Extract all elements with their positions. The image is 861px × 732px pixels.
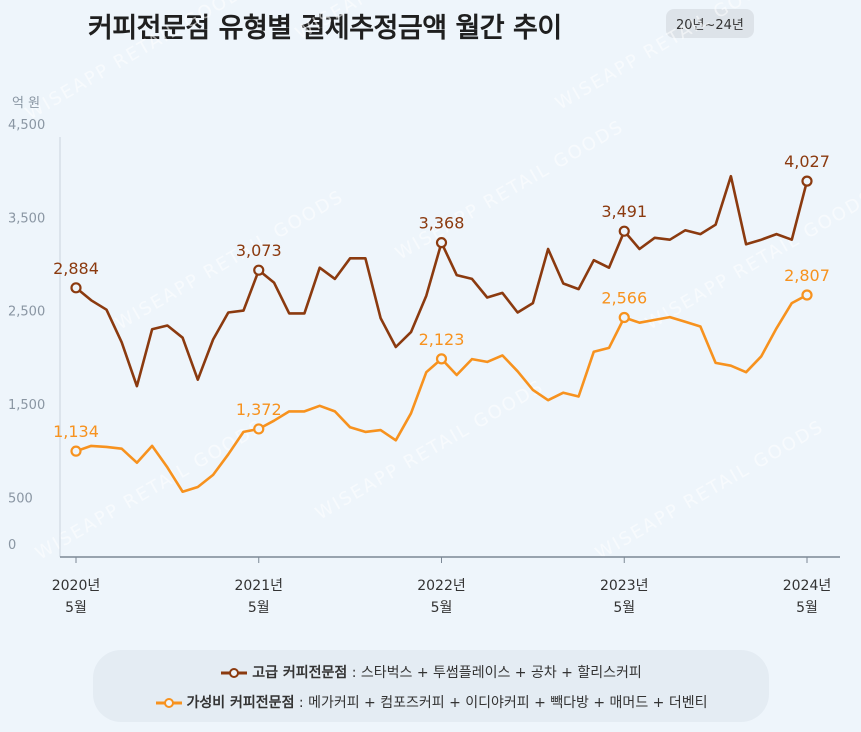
y-tick-label: 0 xyxy=(8,538,16,553)
chart-title: 커피전문점 유형별 결제추정금액 월간 추이 xyxy=(88,13,562,44)
y-tick-label: 3,500 xyxy=(8,211,45,226)
watermark-text: WISEAPP RETAIL GOODS xyxy=(312,376,548,524)
legend-value-members: : 메가커피 + 컴포즈커피 + 이디야커피 + 빽다방 + 매머드 + 더벤티 xyxy=(298,695,708,711)
line-chart: WISEAPP RETAIL GOODS WISEAPP RETAIL GOODS… xyxy=(8,0,861,616)
y-axis-unit-label: 억 원 xyxy=(12,96,40,111)
legend-marker-value-icon xyxy=(155,698,182,708)
x-tick-month-label: 5월 xyxy=(65,600,87,616)
series-point-premium xyxy=(801,175,813,187)
watermark-text: WISEAPP RETAIL GOODS xyxy=(642,186,861,334)
watermark-text: WISEAPP RETAIL GOODS xyxy=(22,0,258,124)
x-tick-year-label: 2023년 xyxy=(600,578,649,594)
legend: 고급 커피전문점 : 스타벅스 + 투썸플레이스 + 공차 + 할리스커피 가성… xyxy=(93,650,769,722)
data-label-premium: 4,027 xyxy=(784,152,830,171)
data-label-premium: 3,073 xyxy=(236,241,282,260)
x-tick-year-label: 2022년 xyxy=(417,578,466,594)
x-tick-month-label: 5월 xyxy=(431,600,453,616)
series-point-premium xyxy=(618,225,630,237)
legend-marker-premium-icon xyxy=(221,668,248,678)
legend-premium-name: 고급 커피전문점 xyxy=(252,665,348,681)
legend-premium-members: : 스타벅스 + 투썸플레이스 + 공차 + 할리스커피 xyxy=(351,665,642,681)
series-point-value xyxy=(618,311,630,324)
watermark-text: WISEAPP RETAIL GOODS xyxy=(292,0,528,44)
x-tick-month-label: 5월 xyxy=(613,600,635,616)
watermark-text: WISEAPP RETAIL GOODS xyxy=(592,416,828,564)
data-label-value: 1,372 xyxy=(236,400,282,419)
series-point-premium xyxy=(253,264,265,276)
x-tick-year-label: 2024년 xyxy=(783,578,832,594)
series-point-premium xyxy=(70,282,82,294)
y-tick-label: 1,500 xyxy=(8,398,45,413)
watermark-text: WISEAPP RETAIL GOODS xyxy=(392,116,628,264)
y-tick-label: 4,500 xyxy=(8,118,45,133)
data-label-value: 1,134 xyxy=(53,422,99,441)
y-tick-label: 500 xyxy=(8,491,33,506)
x-tick-month-label: 5월 xyxy=(248,600,270,616)
series-point-value xyxy=(801,289,813,301)
legend-item-value: 가성비 커피전문점 : 메가커피 + 컴포즈커피 + 이디야커피 + 빽다방 +… xyxy=(93,692,769,712)
watermark-text: WISEAPP RETAIL GOODS xyxy=(552,0,788,114)
data-label-premium: 3,491 xyxy=(601,202,647,221)
data-label-value: 2,566 xyxy=(601,289,647,308)
x-tick-month-label: 5월 xyxy=(796,600,818,616)
data-label-value: 2,123 xyxy=(419,330,465,349)
period-badge: 20년~24년 xyxy=(666,9,754,38)
legend-item-premium: 고급 커피전문점 : 스타벅스 + 투썸플레이스 + 공차 + 할리스커피 xyxy=(93,662,769,682)
series-point-value xyxy=(435,353,448,365)
x-tick-year-label: 2020년 xyxy=(52,578,101,594)
series-point-value xyxy=(70,445,82,457)
data-label-premium: 2,884 xyxy=(53,259,99,278)
series-point-value xyxy=(253,423,265,435)
y-tick-label: 2,500 xyxy=(8,305,45,320)
data-label-premium: 3,368 xyxy=(419,214,465,233)
data-label-value: 2,807 xyxy=(784,266,830,285)
legend-value-name: 가성비 커피전문점 xyxy=(186,695,295,711)
title-bar: 커피전문점 유형별 결제추정금액 월간 추이 20년~24년 xyxy=(0,0,861,50)
series-point-premium xyxy=(435,237,448,249)
x-tick-year-label: 2021년 xyxy=(234,578,283,594)
